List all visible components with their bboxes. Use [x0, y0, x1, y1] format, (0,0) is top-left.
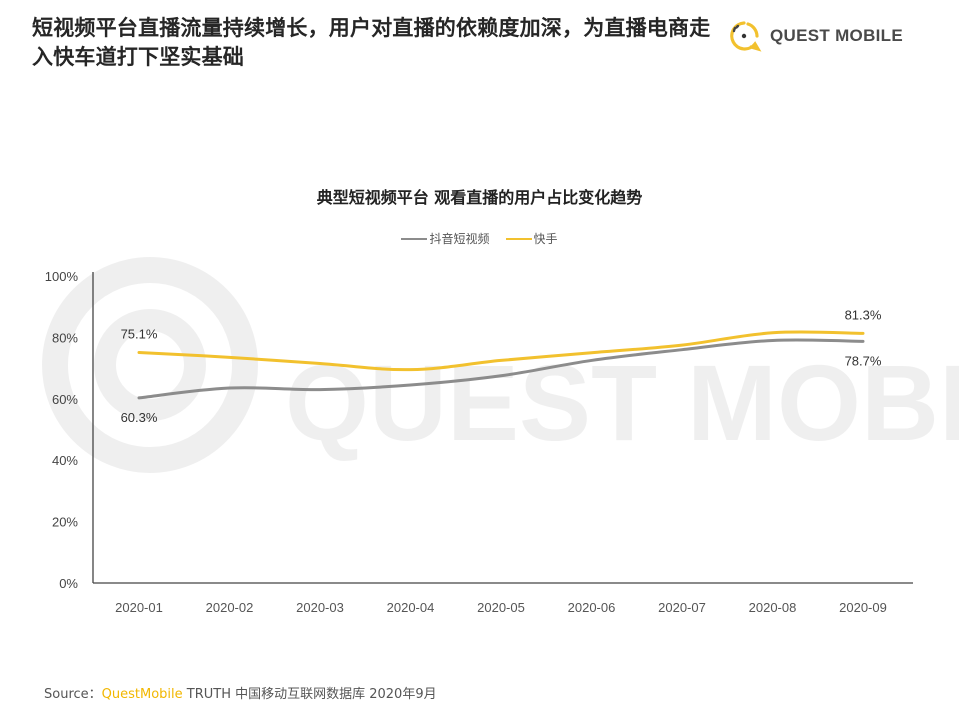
y-tick-label: 80%: [52, 330, 78, 345]
x-tick-label: 2020-01: [115, 600, 163, 615]
source-note: Source：QuestMobile TRUTH 中国移动互联网数据库 2020…: [44, 683, 437, 702]
legend-item-kuaishou: 快手: [505, 230, 558, 247]
chart-series: [137, 330, 865, 400]
chart-title: 典型短视频平台 观看直播的用户占比变化趋势: [316, 188, 643, 207]
y-tick-label: 40%: [52, 453, 78, 468]
data-point-label: 60.3%: [121, 410, 158, 425]
x-tick-label: 2020-09: [839, 600, 887, 615]
x-tick-label: 2020-04: [387, 600, 435, 615]
source-brand: QuestMobile: [101, 687, 183, 702]
data-point-label: 81.3%: [845, 307, 882, 322]
kuaishou-line-swatch: [505, 237, 532, 240]
y-tick-label: 0%: [59, 576, 78, 591]
page-headline: 短视频平台直播流量持续增长，用户对直播的依赖度加深，为直播电商走入快车道打下坚实…: [32, 16, 711, 69]
y-tick-label: 100%: [45, 269, 79, 284]
quest-mobile-logo-icon: [730, 21, 762, 52]
quest-mobile-logo: QUEST MOBILE: [724, 18, 903, 54]
x-axis-labels: 2020-01 2020-02 2020-03 2020-04 2020-05 2020-…: [115, 600, 887, 615]
watermark-text: QUEST MOBILE: [285, 342, 959, 463]
chart-axes: [92, 272, 913, 584]
x-tick-label: 2020-03: [296, 600, 344, 615]
data-point-label: 75.1%: [121, 326, 158, 341]
logo-text: QUEST MOBILE: [770, 26, 903, 45]
legend-item-douyin: 抖音短视频: [401, 230, 490, 247]
source-prefix: Source：: [44, 687, 102, 702]
data-point-label: 78.7%: [845, 353, 882, 368]
data-labels: 75.1% 60.3% 81.3% 78.7%: [121, 307, 882, 424]
x-tick-label: 2020-07: [658, 600, 706, 615]
x-tick-label: 2020-06: [568, 600, 616, 615]
watermark: QUEST MOBILE: [42, 257, 959, 473]
y-tick-label: 60%: [52, 392, 78, 407]
legend-label-douyin: 抖音短视频: [429, 232, 490, 246]
chart-legend: 抖音短视频 快手: [0, 230, 959, 247]
legend-label-kuaishou: 快手: [533, 232, 558, 246]
y-axis-labels: 0% 20% 40% 60% 80% 100%: [45, 269, 79, 591]
douyin-line-swatch: [401, 237, 428, 240]
x-tick-label: 2020-05: [477, 600, 525, 615]
y-tick-label: 20%: [52, 515, 78, 530]
source-text: TRUTH 中国移动互联网数据库 2020年9月: [182, 687, 437, 702]
douyin-series-line: [137, 338, 865, 400]
x-tick-label: 2020-02: [206, 600, 254, 615]
kuaishou-series-line: [137, 330, 865, 372]
x-tick-label: 2020-08: [749, 600, 797, 615]
